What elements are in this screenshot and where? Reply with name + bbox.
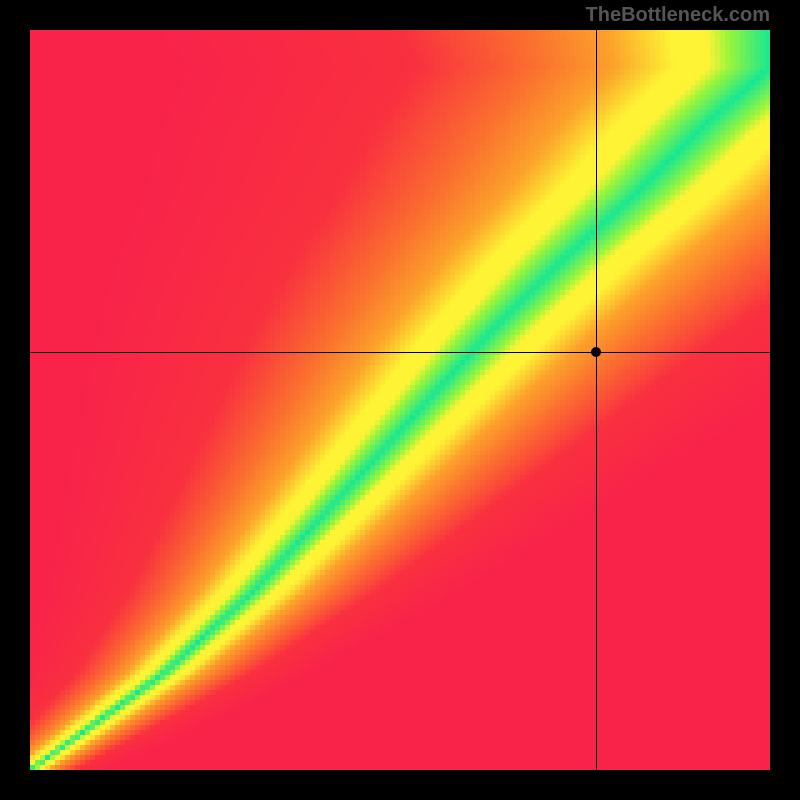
- heatmap-plot: [30, 30, 770, 770]
- crosshair-horizontal: [30, 352, 770, 353]
- watermark-text: TheBottleneck.com: [586, 4, 770, 27]
- crosshair-marker: [591, 347, 601, 357]
- crosshair-vertical: [596, 30, 597, 770]
- heatmap-canvas: [30, 30, 770, 770]
